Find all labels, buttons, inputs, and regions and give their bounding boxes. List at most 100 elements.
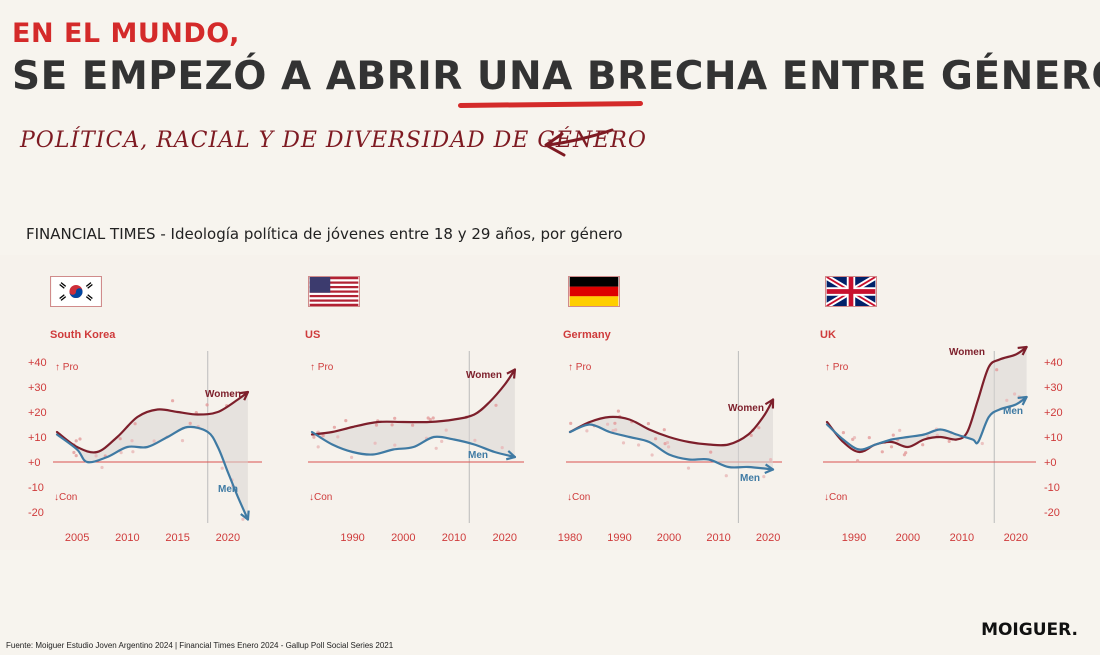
pro-label: ↑ Pro (310, 362, 334, 373)
scatter-point (665, 441, 670, 445)
scatter-point (74, 439, 78, 443)
scatter-point (72, 450, 76, 455)
x-tick-label: 1980 (558, 532, 582, 544)
scatter-point (611, 429, 615, 433)
scatter-point (312, 435, 316, 439)
women-line (825, 345, 1028, 454)
scatter-point (662, 428, 666, 432)
y-tick-label: +40 (28, 357, 47, 369)
scatter-point (440, 439, 444, 443)
x-tick-label: 1990 (842, 532, 866, 544)
y-tick-label: +0 (1044, 457, 1057, 469)
y-tick-label: +10 (1044, 432, 1063, 444)
scatter-point (613, 421, 617, 425)
scatter-point (321, 434, 325, 438)
gender-gap-area (312, 369, 515, 457)
hand-arrow-icon (544, 128, 614, 157)
men-arrowhead (505, 450, 517, 461)
y-tick-label: +20 (28, 407, 47, 419)
y-tick-label: -10 (1044, 482, 1060, 494)
scatter-point (686, 466, 691, 470)
scatter-point (841, 431, 846, 435)
charts-panel (0, 255, 1100, 550)
x-tick-label: 2010 (115, 532, 139, 544)
germany-flag (568, 276, 620, 307)
x-tick-label: 2010 (950, 532, 974, 544)
scatter-point (667, 445, 671, 449)
chart-uk: UK ↑ Pro ↓Con +40 +30 +20 +10 +0 -10 -20 1990 2000 2… (820, 329, 1063, 544)
scatter-point (663, 442, 667, 446)
men-line (568, 423, 775, 471)
con-label: ↓Con (824, 492, 847, 503)
x-tick-label: 2020 (493, 532, 517, 544)
chart-source-caption: FINANCIAL TIMES - Ideología política de … (26, 225, 623, 243)
chart-title: US (305, 329, 320, 341)
scatter-point (434, 446, 438, 450)
x-tick-label: 2010 (706, 532, 730, 544)
scatter-point (500, 446, 504, 450)
scatter-point (78, 437, 82, 441)
con-label: ↓Con (54, 492, 77, 503)
x-tick-label: 2015 (165, 532, 189, 544)
men-series-label: Men (740, 473, 760, 484)
footnote-sources: Fuente: Moiguer Estudio Joven Argentino … (6, 641, 394, 650)
men-series-label: Men (468, 450, 488, 461)
us-flag (308, 276, 360, 307)
scatter-point (654, 437, 658, 441)
scatter-point (336, 435, 340, 439)
pro-label: ↑ Pro (825, 362, 849, 373)
scatter-point (724, 474, 728, 478)
pro-label: ↑ Pro (55, 362, 79, 373)
scatter-point (891, 433, 895, 437)
scatter-point (373, 441, 377, 445)
scatter-point (119, 451, 123, 455)
women-arrowhead (238, 390, 250, 401)
scatter-point (241, 517, 245, 521)
scatter-point (100, 465, 104, 470)
scatter-point (616, 409, 621, 413)
scatter-point (473, 438, 477, 442)
women-line (310, 368, 516, 436)
y-tick-label: +20 (1044, 407, 1063, 419)
scatter-point (344, 419, 348, 423)
scatter-point (494, 403, 498, 407)
scatter-point (621, 441, 626, 445)
scatter-point (171, 399, 175, 403)
scatter-point (133, 422, 137, 426)
chart-south-korea: South Korea ↑ Pro ↓Con +40 +30 +20 +10 +0 -10 -20… (28, 329, 262, 544)
pro-label: ↑ Pro (568, 362, 592, 373)
gender-gap-area (570, 399, 773, 470)
x-tick-label: 2020 (216, 532, 240, 544)
kicker-title: EN EL MUNDO, (12, 18, 240, 49)
women-line (55, 390, 249, 454)
scatter-point (569, 421, 573, 425)
scatter-point (585, 429, 589, 433)
scatter-point (74, 454, 78, 458)
chart-germany: Germany ↑ Pro ↓Con 1980 1990 2000 2010 2020 (558, 329, 782, 544)
scatter-point (94, 454, 98, 458)
scatter-point (856, 459, 860, 463)
women-arrowhead (1017, 345, 1028, 356)
scatter-point (118, 437, 122, 441)
men-series-label: Men (1003, 406, 1023, 417)
headline: SE EMPEZÓ A ABRIR UNA BRECHA ENTRE GÉNER… (12, 54, 1100, 99)
scatter-point (1005, 398, 1009, 402)
y-tick-label: +40 (1044, 357, 1063, 369)
scatter-point (995, 368, 999, 372)
men-series-label: Men (218, 484, 238, 495)
x-tick-label: 1990 (607, 532, 631, 544)
handwritten-note: POLÍTICA, RACIAL Y DE DIVERSIDAD DE GÉNE… (20, 128, 647, 153)
scatter-point (220, 466, 224, 470)
women-arrowhead (764, 398, 775, 409)
scatter-point (444, 428, 448, 432)
scatter-point (762, 475, 766, 479)
scatter-point (852, 436, 857, 440)
women-series-label: Women (205, 389, 241, 400)
scatter-point (921, 443, 925, 447)
y-tick-label: +30 (1044, 382, 1063, 394)
brand-logo: MOIGUER. (981, 620, 1078, 640)
gender-gap-area (57, 392, 248, 520)
scatter-point (980, 441, 984, 446)
scatter-point (646, 422, 651, 426)
x-tick-label: 2005 (65, 532, 89, 544)
